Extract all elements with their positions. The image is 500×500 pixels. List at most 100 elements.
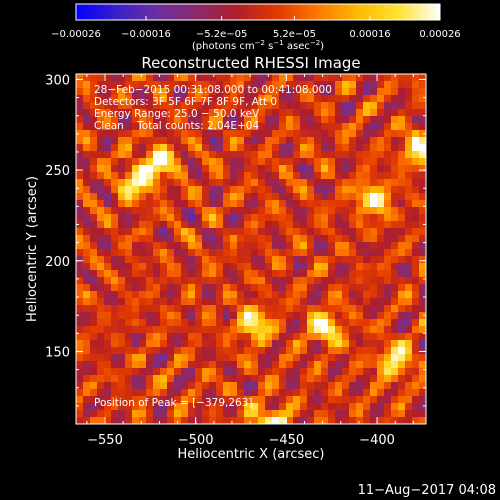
heatmap-cell: [377, 123, 385, 131]
heatmap-cell: [139, 207, 147, 215]
info-energy-range: Energy Range: 25.0 − 50.0 keV: [94, 108, 260, 120]
heatmap-cell: [174, 389, 182, 397]
heatmap-cell: [279, 417, 287, 424]
heatmap-cell: [349, 291, 357, 299]
heatmap-cell: [286, 81, 294, 89]
heatmap-cell: [83, 165, 91, 173]
heatmap-cell: [293, 193, 301, 201]
heatmap-cell: [160, 179, 168, 187]
heatmap-cell: [111, 326, 119, 334]
heatmap-cell: [111, 291, 119, 299]
heatmap-cell: [300, 95, 308, 103]
heatmap-cell: [202, 158, 210, 166]
heatmap-cell: [307, 88, 315, 96]
heatmap-cell: [412, 207, 420, 215]
heatmap-cell: [321, 347, 329, 355]
heatmap-cell: [342, 410, 350, 418]
heatmap-cell: [328, 228, 336, 236]
heatmap-cell: [146, 396, 154, 404]
heatmap-cell: [405, 186, 413, 194]
heatmap-cell: [237, 123, 245, 131]
heatmap-cell: [76, 214, 84, 222]
heatmap-cell: [391, 312, 399, 320]
heatmap-cell: [83, 116, 91, 124]
heatmap-cell: [300, 270, 308, 278]
heatmap-cell: [349, 277, 357, 285]
heatmap-cell: [181, 333, 189, 341]
heatmap-cell: [83, 410, 91, 418]
heatmap-cell: [391, 235, 399, 243]
heatmap-cell: [370, 270, 378, 278]
heatmap-cell: [356, 389, 364, 397]
heatmap-cell: [335, 354, 343, 362]
heatmap-cell: [293, 396, 301, 404]
heatmap-cell: [391, 354, 399, 362]
heatmap-cell: [216, 214, 224, 222]
heatmap-cell: [195, 417, 203, 424]
heatmap-cell: [90, 333, 98, 341]
heatmap-cell: [342, 284, 350, 292]
heatmap-cell: [167, 347, 175, 355]
heatmap-cell: [188, 263, 196, 271]
heatmap-cell: [286, 158, 294, 166]
heatmap-cell: [307, 207, 315, 215]
heatmap-cell: [321, 368, 329, 376]
heatmap-cell: [356, 228, 364, 236]
heatmap-cell: [356, 375, 364, 383]
heatmap-cell: [335, 403, 343, 411]
heatmap-cell: [405, 403, 413, 411]
heatmap-cell: [244, 417, 252, 424]
heatmap-cell: [412, 249, 420, 257]
heatmap-cell: [370, 144, 378, 152]
heatmap-cell: [160, 368, 168, 376]
heatmap-cell: [111, 123, 119, 131]
heatmap-cell: [272, 298, 280, 306]
heatmap-cell: [97, 368, 105, 376]
heatmap-cell: [398, 256, 406, 264]
heatmap-cell: [188, 284, 196, 292]
heatmap-cell: [405, 165, 413, 173]
heatmap-cell: [202, 186, 210, 194]
heatmap-cell: [153, 417, 161, 424]
heatmap-cell: [405, 417, 413, 424]
heatmap-cell: [391, 179, 399, 187]
heatmap-cell: [139, 368, 147, 376]
heatmap-cell: [167, 186, 175, 194]
heatmap-cell: [342, 200, 350, 208]
heatmap-cell: [412, 151, 420, 159]
heatmap-cell: [398, 151, 406, 159]
heatmap-cell: [286, 179, 294, 187]
heatmap-cell: [111, 242, 119, 250]
heatmap-cell: [279, 270, 287, 278]
heatmap-cell: [125, 179, 133, 187]
heatmap-cell: [174, 403, 182, 411]
heatmap-cell: [118, 249, 126, 257]
heatmap-cell: [230, 410, 238, 418]
heatmap-cell: [293, 165, 301, 173]
heatmap-cell: [398, 221, 406, 229]
heatmap-cell: [342, 137, 350, 145]
heatmap-cell: [265, 333, 273, 341]
heatmap-cell: [391, 137, 399, 145]
heatmap-cell: [167, 291, 175, 299]
heatmap-cell: [97, 312, 105, 320]
heatmap-cell: [370, 214, 378, 222]
heatmap-cell: [335, 277, 343, 285]
heatmap-cell: [104, 361, 112, 369]
heatmap-cell: [216, 375, 224, 383]
heatmap-cell: [76, 130, 84, 138]
heatmap-cell: [272, 242, 280, 250]
heatmap-cell: [405, 298, 413, 306]
heatmap-cell: [405, 340, 413, 348]
heatmap-cell: [104, 95, 112, 103]
heatmap-cell: [391, 165, 399, 173]
heatmap-cell: [265, 340, 273, 348]
heatmap-cell: [293, 361, 301, 369]
heatmap-cell: [279, 312, 287, 320]
heatmap-cell: [314, 340, 322, 348]
heatmap-cell: [391, 228, 399, 236]
heatmap-cell: [377, 270, 385, 278]
heatmap-cell: [398, 263, 406, 271]
heatmap-cell: [223, 389, 231, 397]
heatmap-cell: [384, 74, 392, 82]
